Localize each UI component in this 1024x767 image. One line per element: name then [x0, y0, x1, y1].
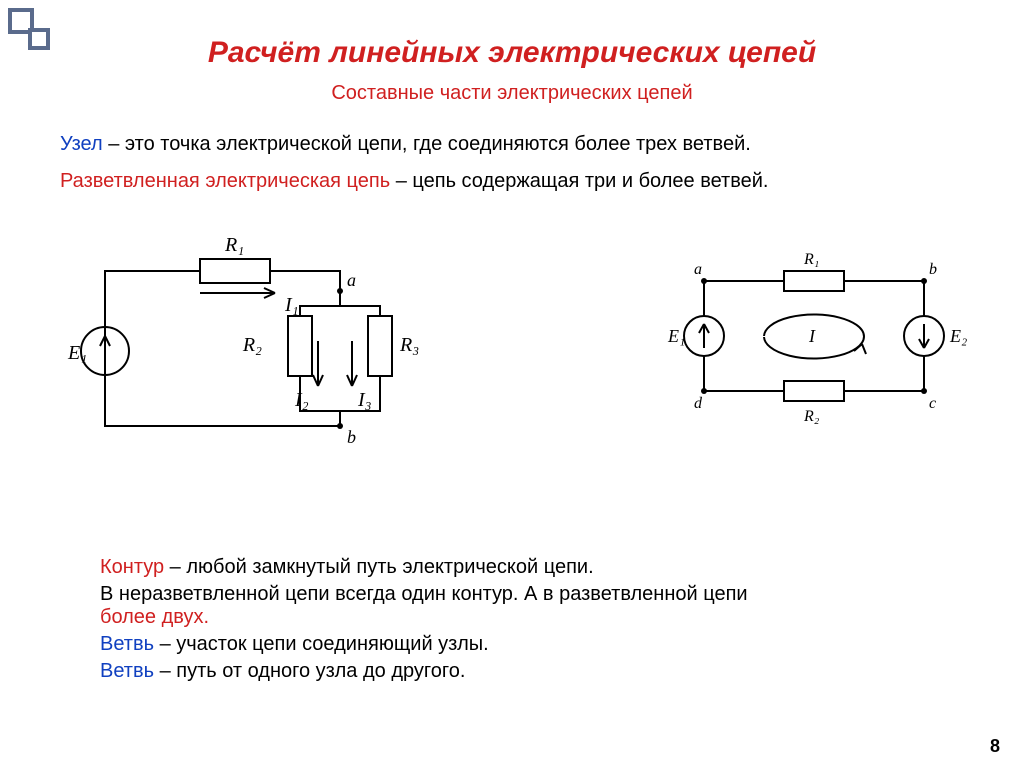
term-branch-1: Ветвь — [100, 633, 154, 655]
label2-r2: R₂ — [803, 408, 820, 425]
page-number: 8 — [990, 736, 1000, 757]
label2-e2: E₂ — [949, 326, 967, 346]
definitions-block: Контур – любой замкнутый путь электричес… — [100, 552, 964, 687]
definition-branch-2-text: – путь от одного узла до другого. — [154, 660, 465, 682]
definition-branched: Разветвленная электрическая цепь – цепь … — [0, 170, 1024, 193]
term-loop: Контур — [100, 556, 164, 578]
label2-d: d — [694, 395, 703, 412]
page-title: Расчёт линейных электрических цепей — [0, 0, 1024, 70]
definition-unbranched-red: более двух. — [100, 606, 209, 628]
term-branched: Разветвленная электрическая цепь — [60, 170, 390, 192]
label-b: b — [347, 427, 356, 447]
definition-branched-text: – цепь содержащая три и более ветвей. — [390, 170, 768, 192]
definition-node: Узел – это точка электрической цепи, где… — [0, 133, 1024, 156]
definition-unbranched-text: В неразветвленной цепи всегда один конту… — [100, 583, 748, 605]
definition-node-text: – это точка электрической цепи, где соед… — [103, 133, 751, 155]
label2-r1: R₁ — [803, 251, 819, 268]
definition-branch-1-text: – участок цепи соединяющий узлы. — [154, 633, 489, 655]
label-e1: E₁ — [67, 342, 87, 364]
term-node: Узел — [60, 133, 103, 155]
definition-unbranched: В неразветвленной цепи всегда один конту… — [100, 583, 964, 629]
label-r3: R₃ — [399, 334, 419, 356]
label-r1: R₁ — [224, 234, 244, 256]
label-r2: R₂ — [242, 334, 262, 356]
circuit-diagram-1: E₁ R₁ R₃ R₂ I₁ I₂ I₃ a b — [40, 211, 460, 461]
circuit-diagram-2: a b c d R₁ R₂ E₁ E₂ I — [644, 236, 984, 436]
label2-a: a — [694, 261, 702, 278]
definition-loop: Контур – любой замкнутый путь электричес… — [100, 556, 964, 579]
label2-c: c — [929, 395, 936, 412]
circuits-row: E₁ R₁ R₃ R₂ I₁ I₂ I₃ a b — [0, 201, 1024, 461]
definition-branch-1: Ветвь – участок цепи соединяющий узлы. — [100, 633, 964, 656]
label-i2: I₂ — [294, 389, 309, 411]
label-a: a — [347, 270, 356, 290]
definition-branch-2: Ветвь – путь от одного узла до другого. — [100, 660, 964, 683]
term-branch-2: Ветвь — [100, 660, 154, 682]
label2-e1: E₁ — [667, 326, 685, 346]
label-i3: I₃ — [357, 389, 372, 411]
label-i1: I₁ — [284, 294, 299, 316]
subtitle: Составные части электрических цепей — [0, 82, 1024, 105]
label2-i: I — [808, 326, 816, 346]
definition-loop-text: – любой замкнутый путь электрической цеп… — [164, 556, 594, 578]
label2-b: b — [929, 261, 937, 278]
